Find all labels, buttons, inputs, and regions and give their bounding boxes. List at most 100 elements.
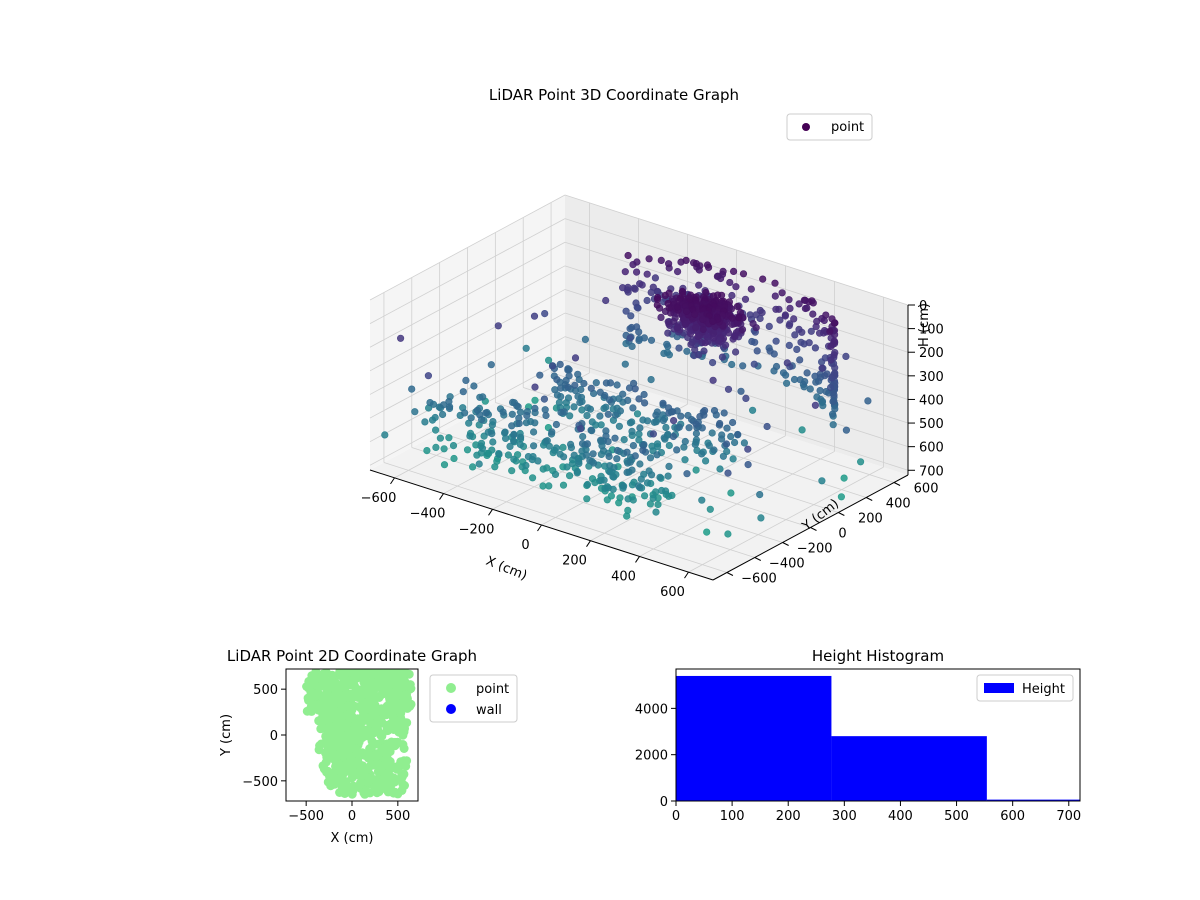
plot-3d-point [828,374,836,382]
plot-3d-point [635,436,643,444]
plot-3d-point [621,268,629,276]
plot-3d-point [731,348,740,356]
plot-3d-point [609,473,617,481]
plot-3d-point [534,457,542,465]
plot-3d-point [709,334,718,342]
plot-3d-point [756,314,764,323]
plot-3d-point [729,267,738,276]
plot-3d-grid [369,194,909,573]
plot-3d-y-tick-label: −200 [797,542,833,557]
plot-2d-point [397,726,407,736]
plot-3d-point [626,419,635,427]
plot-3d-xlabel: X (cm) [484,554,529,584]
plot-3d-point [709,376,717,384]
plot-3d-point [627,312,635,320]
plot-3d-point [548,428,556,436]
plot-3d-point [842,426,851,434]
plot-3d-point [591,479,599,487]
plot-3d-point [542,411,550,420]
plot-3d-point [698,450,706,458]
plot-histogram-bars [676,675,1080,801]
plot-3d-point [516,433,525,441]
plot-3d-point [632,268,641,276]
plot-2d-point [397,772,407,782]
plot-3d-x-tick [684,571,689,579]
histogram-x-tick-label: 100 [720,809,745,824]
plot-3d-point [665,409,673,417]
plot-3d-point [522,344,530,352]
plot-3d-point [719,452,728,460]
plot-3d-point [801,378,809,386]
plot-3d-point [553,391,562,399]
plot-3d-point [575,459,583,468]
plot-3d-point [557,408,565,417]
plot-3d-point [640,492,649,500]
plot-3d-point [556,360,564,369]
plot-3d-point [643,296,651,305]
plot-3d-point [463,446,472,454]
plot-3d-point [652,418,660,426]
plot-3d-point [640,390,648,399]
plot-3d-point [539,465,547,473]
plot-3d-point [565,472,574,480]
plot-3d-z-tick-label: 400 [919,393,944,408]
plot-2d-y-tick-label: 0 [270,729,278,744]
plot-3d-point [580,379,588,388]
plot-3d-point [721,341,730,349]
plot-3d-point [445,434,453,442]
plot-3d-point [522,419,531,427]
plot-3d-point [597,450,606,459]
plot-2d-point [336,767,346,777]
plot-3d-point [776,316,784,324]
plot-3d-point [579,433,587,441]
plot-3d-legend-label: point [831,120,864,135]
plot-3d-point [566,412,574,420]
plot-3d-gridline-z [369,194,566,301]
plot-3d-point [635,395,643,403]
plot-3d-point [528,474,537,482]
plot-3d-point [654,500,662,509]
plot-3d-point [461,409,469,417]
plot-3d-point [647,376,655,384]
plot-3d-y-tick [782,542,789,546]
plot-2d-point [381,710,391,720]
plot-3d-point [691,310,699,319]
plot-3d-point [620,436,628,444]
plot-2d-y-tick-label: −500 [242,775,278,790]
plot-2d-point [335,760,344,770]
plot-3d-point [651,274,660,282]
plot-3d-x-tick [586,540,591,547]
plot-3d-point [735,314,743,322]
plot-3d-point [747,285,755,293]
plot-3d-point [723,424,731,432]
plot-3d-point [510,430,518,439]
plot-3d-point [473,451,481,459]
plot-3d-point [818,477,826,485]
plot-3d-y-tick [754,557,762,561]
plot-3d-point [564,365,572,373]
plot-3d-x-tick-label: −400 [410,507,446,522]
plot-3d-point [669,417,678,425]
plot-3d-point [589,450,597,458]
plot-3d-point [705,312,713,320]
plot-3d-point [604,484,612,492]
plot-2d-point [359,770,369,780]
plot-3d-point [573,469,581,477]
plot-3d-point [581,335,590,344]
plot-3d-point [864,397,872,405]
plot-3d-title: LiDAR Point 3D Coordinate Graph [489,86,739,104]
plot-3d-point [523,412,531,420]
plot-3d-point [621,360,629,368]
plot-3d-gridline-z [369,336,566,443]
plot-histogram-legend-frame [976,674,1074,702]
plot-3d-point [654,294,662,302]
plot-3d-point [646,500,655,508]
plot-2d-point [392,764,402,774]
plot-3d-point [647,288,655,297]
plot-3d-point [551,470,560,479]
plot-3d-point [705,442,713,450]
plot-3d-point [540,395,549,403]
plot-3d-point [829,421,837,429]
plot-3d-point [781,371,790,379]
plot-3d-point [842,352,850,361]
